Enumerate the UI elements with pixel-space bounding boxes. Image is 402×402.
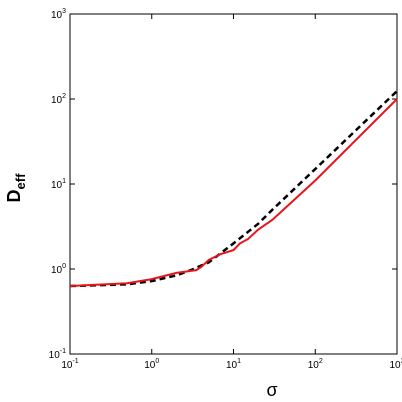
tick-base: 10 bbox=[61, 360, 73, 371]
tick-exp: 1 bbox=[62, 178, 66, 185]
tick-label: 100 bbox=[144, 358, 159, 371]
tick-base: 10 bbox=[51, 265, 63, 276]
y-label-main: D bbox=[4, 189, 24, 202]
tick-exp: -1 bbox=[72, 358, 78, 365]
series-line bbox=[69, 98, 398, 288]
plot-frame bbox=[69, 13, 398, 355]
y-label-sub: eff bbox=[13, 173, 28, 190]
tick-label: 10-1 bbox=[49, 348, 66, 361]
tick-label: 102 bbox=[308, 358, 323, 371]
tick-label: 102 bbox=[51, 93, 66, 106]
tick-label: 103 bbox=[389, 358, 402, 371]
tick-label: 103 bbox=[51, 8, 66, 21]
tick-label: 10-1 bbox=[61, 358, 78, 371]
y-axis-label: Deff bbox=[4, 173, 28, 203]
tick-base: 10 bbox=[144, 360, 156, 371]
y-axis-label-text: Deff bbox=[4, 173, 28, 203]
tick-exp: -1 bbox=[60, 348, 66, 355]
tick-exp: 0 bbox=[155, 358, 159, 365]
tick-label: 101 bbox=[226, 358, 241, 371]
tick-base: 10 bbox=[389, 360, 401, 371]
tick-exp: 3 bbox=[401, 358, 402, 365]
tick-exp: 2 bbox=[319, 358, 323, 365]
tick-base: 10 bbox=[49, 350, 61, 361]
tick-exp: 1 bbox=[237, 358, 241, 365]
tick-base: 10 bbox=[51, 10, 63, 21]
tick-base: 10 bbox=[308, 360, 320, 371]
x-axis-label: σ bbox=[266, 380, 277, 400]
tick-exp: 0 bbox=[62, 263, 66, 270]
series-line bbox=[69, 90, 398, 288]
tick-exp: 3 bbox=[62, 8, 66, 15]
tick-exp: 2 bbox=[62, 93, 66, 100]
tick-base: 10 bbox=[51, 180, 63, 191]
tick-label: 101 bbox=[51, 178, 66, 191]
tick-base: 10 bbox=[51, 95, 63, 106]
tick-base: 10 bbox=[226, 360, 238, 371]
tick-label: 100 bbox=[51, 263, 66, 276]
